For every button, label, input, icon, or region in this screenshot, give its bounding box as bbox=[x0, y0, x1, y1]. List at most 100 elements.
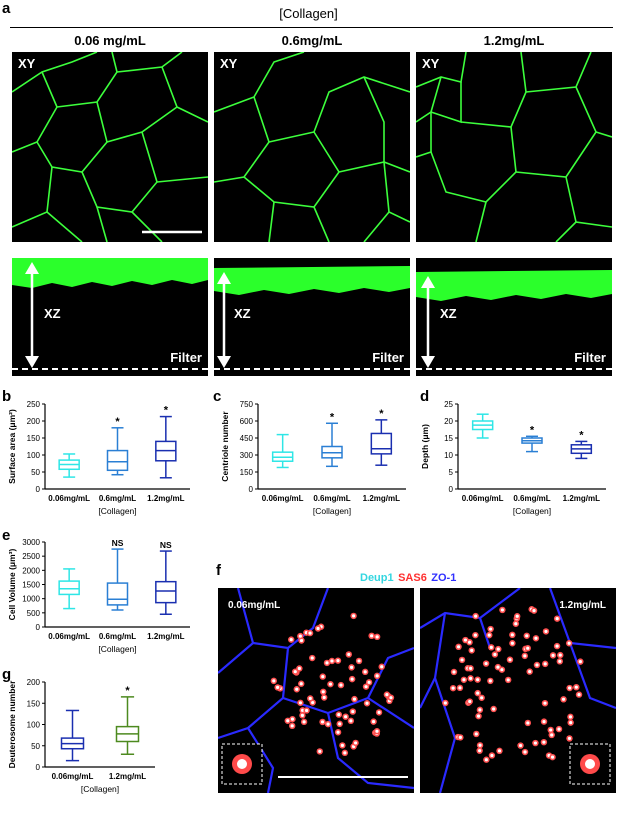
centriole-dot-core bbox=[352, 697, 357, 701]
centriole-dot-core bbox=[480, 696, 484, 700]
box-body bbox=[155, 580, 177, 604]
box-body bbox=[106, 582, 129, 606]
centriole-dot-core bbox=[326, 722, 330, 726]
xz-image-0: XZ Filter bbox=[12, 258, 208, 376]
box-2 bbox=[370, 419, 393, 466]
centriole-dot-core bbox=[297, 666, 301, 671]
box-1 bbox=[521, 435, 543, 453]
box-0 bbox=[471, 413, 494, 439]
collagen-header: [Collagen] bbox=[279, 6, 338, 21]
centriole-dot-core bbox=[474, 614, 478, 618]
centriole-dot-core bbox=[528, 669, 532, 674]
centriole-dot-core bbox=[462, 678, 466, 682]
filter-label-2: Filter bbox=[574, 350, 606, 365]
f-left-label: 0.06mg/mL bbox=[228, 600, 281, 611]
centriole-dot-core bbox=[338, 722, 342, 726]
filter-label-0: Filter bbox=[170, 350, 202, 365]
x-axis-label: [Collagen] bbox=[513, 506, 551, 516]
centriole-dot-core bbox=[490, 753, 494, 758]
centriole-dot-core bbox=[301, 708, 305, 712]
centriole-dot-core bbox=[506, 678, 510, 682]
xy-label-0: XY bbox=[18, 56, 36, 71]
category-label: 1.2mg/mL bbox=[147, 494, 184, 503]
centriole-dot-core bbox=[468, 676, 473, 680]
centriole-dot-core bbox=[543, 701, 547, 705]
centriole-dot-core bbox=[322, 695, 326, 700]
centriole-dot-core bbox=[339, 683, 343, 687]
box-0 bbox=[271, 433, 294, 469]
centriole-dot-core bbox=[365, 701, 369, 705]
centriole-dot-core bbox=[476, 691, 480, 695]
centriole-dot-core bbox=[551, 653, 555, 657]
y-axis-label: Cell Volume (μm³) bbox=[7, 549, 17, 621]
centriole-dot-core bbox=[476, 714, 481, 718]
centriole-dot-core bbox=[467, 640, 472, 644]
y-tick-label: 0 bbox=[449, 485, 454, 494]
centriole-dot-core bbox=[299, 682, 303, 686]
y-tick-label: 100 bbox=[27, 451, 41, 460]
centriole-dot-core bbox=[549, 728, 553, 732]
y-tick-label: 50 bbox=[31, 742, 40, 751]
centriole-dot-core bbox=[568, 686, 572, 690]
centriole-dot-core bbox=[542, 719, 546, 724]
centriole-dot-core bbox=[290, 724, 294, 728]
centriole-dot-core bbox=[523, 654, 527, 658]
centriole-dot-core bbox=[318, 749, 322, 753]
xz-image-1: XZ Filter bbox=[214, 258, 410, 376]
plot-e: 0 500 1000 1500 2000 2500 3000 Cell Volume (μm³… bbox=[0, 530, 205, 667]
centriole-dot-core bbox=[526, 721, 530, 725]
centriole-dot-core bbox=[299, 638, 304, 643]
panel-d-letter: d bbox=[420, 388, 430, 405]
box-2 bbox=[155, 550, 177, 615]
centriole-dot-core bbox=[275, 685, 280, 689]
y-tick-label: 1500 bbox=[22, 581, 40, 590]
centriole-dot-core bbox=[308, 631, 312, 635]
y-tick-label: 50 bbox=[31, 468, 40, 477]
category-label: 0.06mg/mL bbox=[262, 494, 304, 503]
centriole-dot-core bbox=[336, 730, 340, 734]
centriole-dot-core bbox=[308, 696, 312, 701]
centriole-dot-core bbox=[349, 719, 353, 723]
box-plot-centriole-number: 0 150 300 450 600 750 Centriole number 0.06mg/m… bbox=[220, 400, 406, 516]
centriole-dot-core bbox=[336, 659, 340, 663]
column-label-2: 1.2mg/mL bbox=[483, 33, 545, 48]
y-tick-label: 0 bbox=[249, 485, 254, 494]
y-tick-label: 0 bbox=[36, 763, 41, 772]
y-tick-label: 450 bbox=[240, 434, 254, 443]
centriole-dot-core bbox=[460, 658, 464, 662]
plot-g: 0 50 100 150 200 Deuterosome number 0.06mg/mL *… bbox=[0, 670, 205, 808]
column-label-0: 0.06 mg/mL bbox=[74, 33, 146, 48]
box-1 bbox=[106, 548, 129, 611]
centriole-dot-core bbox=[508, 658, 512, 662]
centriole-dot-core bbox=[532, 609, 536, 613]
centriole-dot-core bbox=[363, 670, 367, 674]
box-plot-deuterosome-number: 0 50 100 150 200 Deuterosome number 0.06mg/mL *… bbox=[7, 678, 155, 794]
centriole-dot-core bbox=[510, 641, 514, 645]
significance-mark: * bbox=[164, 405, 169, 417]
centriole-dot-core bbox=[321, 690, 325, 694]
box-0 bbox=[60, 709, 85, 762]
centriole-dot-core bbox=[443, 701, 447, 705]
centriole-dot-core bbox=[567, 641, 571, 645]
centriole-dot-core bbox=[484, 661, 488, 666]
centriole-dot-core bbox=[456, 645, 461, 649]
centriole-dot-core bbox=[370, 634, 374, 638]
centriole-dot-core bbox=[473, 633, 477, 637]
xz-label-0: XZ bbox=[44, 306, 61, 321]
centriole-dot-core bbox=[316, 626, 320, 631]
centriole-dot-core bbox=[544, 629, 548, 634]
centriole-dot-core bbox=[577, 693, 581, 697]
centriole-dot-core bbox=[468, 699, 472, 704]
plot-b: 0 50 100 150 200 250 Surface area (μm²) 0.06mg/… bbox=[0, 392, 205, 527]
centriole-dot-core bbox=[364, 685, 368, 689]
box-body bbox=[106, 449, 129, 472]
f-left-graphic bbox=[218, 588, 414, 793]
centriole-dot-core bbox=[542, 740, 546, 744]
centriole-dot-core bbox=[510, 633, 514, 637]
category-label: 0.6mg/mL bbox=[513, 494, 550, 503]
centriole-dot-core bbox=[367, 680, 371, 684]
xy-label-2: XY bbox=[422, 56, 440, 71]
centriole-dot-core bbox=[343, 751, 347, 755]
centriole-dot-core bbox=[484, 758, 488, 762]
f-right-label: 1.2mg/mL bbox=[559, 600, 606, 611]
